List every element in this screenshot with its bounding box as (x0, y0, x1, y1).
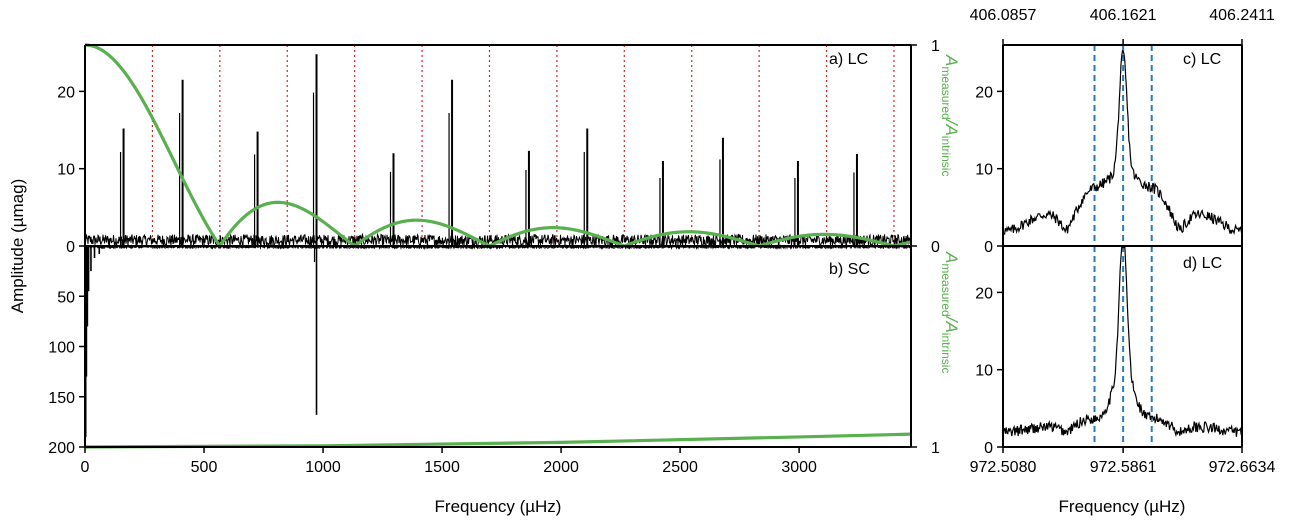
y-tick-label: 150 (48, 390, 75, 407)
nyquist-lines (151, 45, 895, 246)
c-zoom-series (1002, 50, 1243, 236)
c-top-tick-label: 406.0857 (970, 7, 1037, 24)
d-x-tick-label: 972.6634 (1209, 459, 1276, 476)
d-zoom-line (1002, 246, 1243, 438)
lc-window-line (84, 43, 912, 248)
sc-spectrum-series (84, 244, 912, 437)
y-axis-title: Amplitude (µmag) (8, 179, 27, 314)
right-tick-labels: 0 10 20 0 10 20 972.5080 972.5861 972.6634 406.08… (970, 7, 1276, 476)
y-tick-label: 50 (57, 289, 75, 306)
y-tick-label: 20 (57, 84, 75, 101)
x-tick-label: 0 (81, 459, 90, 476)
d-y-tick-label: 0 (984, 440, 993, 457)
panel-a-label: a) LC (829, 51, 868, 68)
y-tick-label: 200 (48, 440, 75, 457)
right-plot: 0 10 20 0 10 20 972.5080 972.5861 972.6634 406.08… (970, 7, 1276, 476)
y-tick-label: 10 (57, 162, 75, 179)
left-axes (84, 44, 912, 448)
x-tick-label: 1000 (305, 459, 341, 476)
y2-axis-title-b: Ameasured/Aintrinsic (939, 251, 961, 373)
x-tick-label: 2000 (543, 459, 579, 476)
y2-axis-title-a: Ameasured/Aintrinsic (939, 54, 961, 176)
c-y-tick-label: 20 (975, 84, 993, 101)
x-axis-title-left: Frequency (µHz) (435, 497, 562, 516)
y-tick-label: 0 (66, 239, 75, 256)
y2-tick-label: 0 (931, 239, 940, 256)
c-y-tick-label: 10 (975, 162, 993, 179)
lc-window-curve (84, 43, 912, 248)
lc-spectrum-series (84, 54, 912, 248)
x-tick-label: 2500 (662, 459, 698, 476)
panel-d-label: d) LC (1183, 255, 1222, 272)
c-zoom-line (1002, 50, 1243, 236)
d-y-tick-label: 20 (975, 285, 993, 302)
x-axis-title-right: Frequency (µHz) (1059, 497, 1186, 516)
y-tick-label: 100 (48, 340, 75, 357)
c-y-tick-label: 0 (984, 239, 993, 256)
d-x-tick-label: 972.5861 (1090, 459, 1157, 476)
c-marker-lines (1093, 45, 1153, 246)
panel-c-label: c) LC (1183, 51, 1221, 68)
panel-b-label: b) SC (829, 261, 870, 278)
d-x-tick-label: 972.5080 (970, 459, 1037, 476)
y2-tick-label: 1 (931, 440, 940, 457)
sc-window-curve (84, 432, 912, 449)
d-y-tick-label: 10 (975, 363, 993, 380)
d-marker-lines (1093, 246, 1153, 447)
x-tick-label: 500 (191, 459, 218, 476)
c-top-tick-label: 406.1621 (1090, 7, 1157, 24)
y2-tick-label: 1 (931, 38, 940, 55)
sc-window-line (84, 432, 912, 449)
d-zoom-series (1002, 246, 1243, 438)
x-tick-label: 3000 (781, 459, 817, 476)
x-tick-label: 1500 (424, 459, 460, 476)
c-top-tick-label: 406.2411 (1209, 7, 1275, 24)
